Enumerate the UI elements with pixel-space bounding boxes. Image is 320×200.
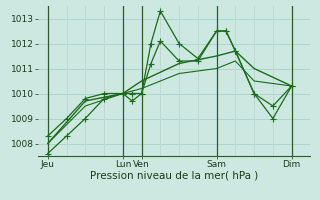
X-axis label: Pression niveau de la mer( hPa ): Pression niveau de la mer( hPa )	[90, 171, 259, 181]
